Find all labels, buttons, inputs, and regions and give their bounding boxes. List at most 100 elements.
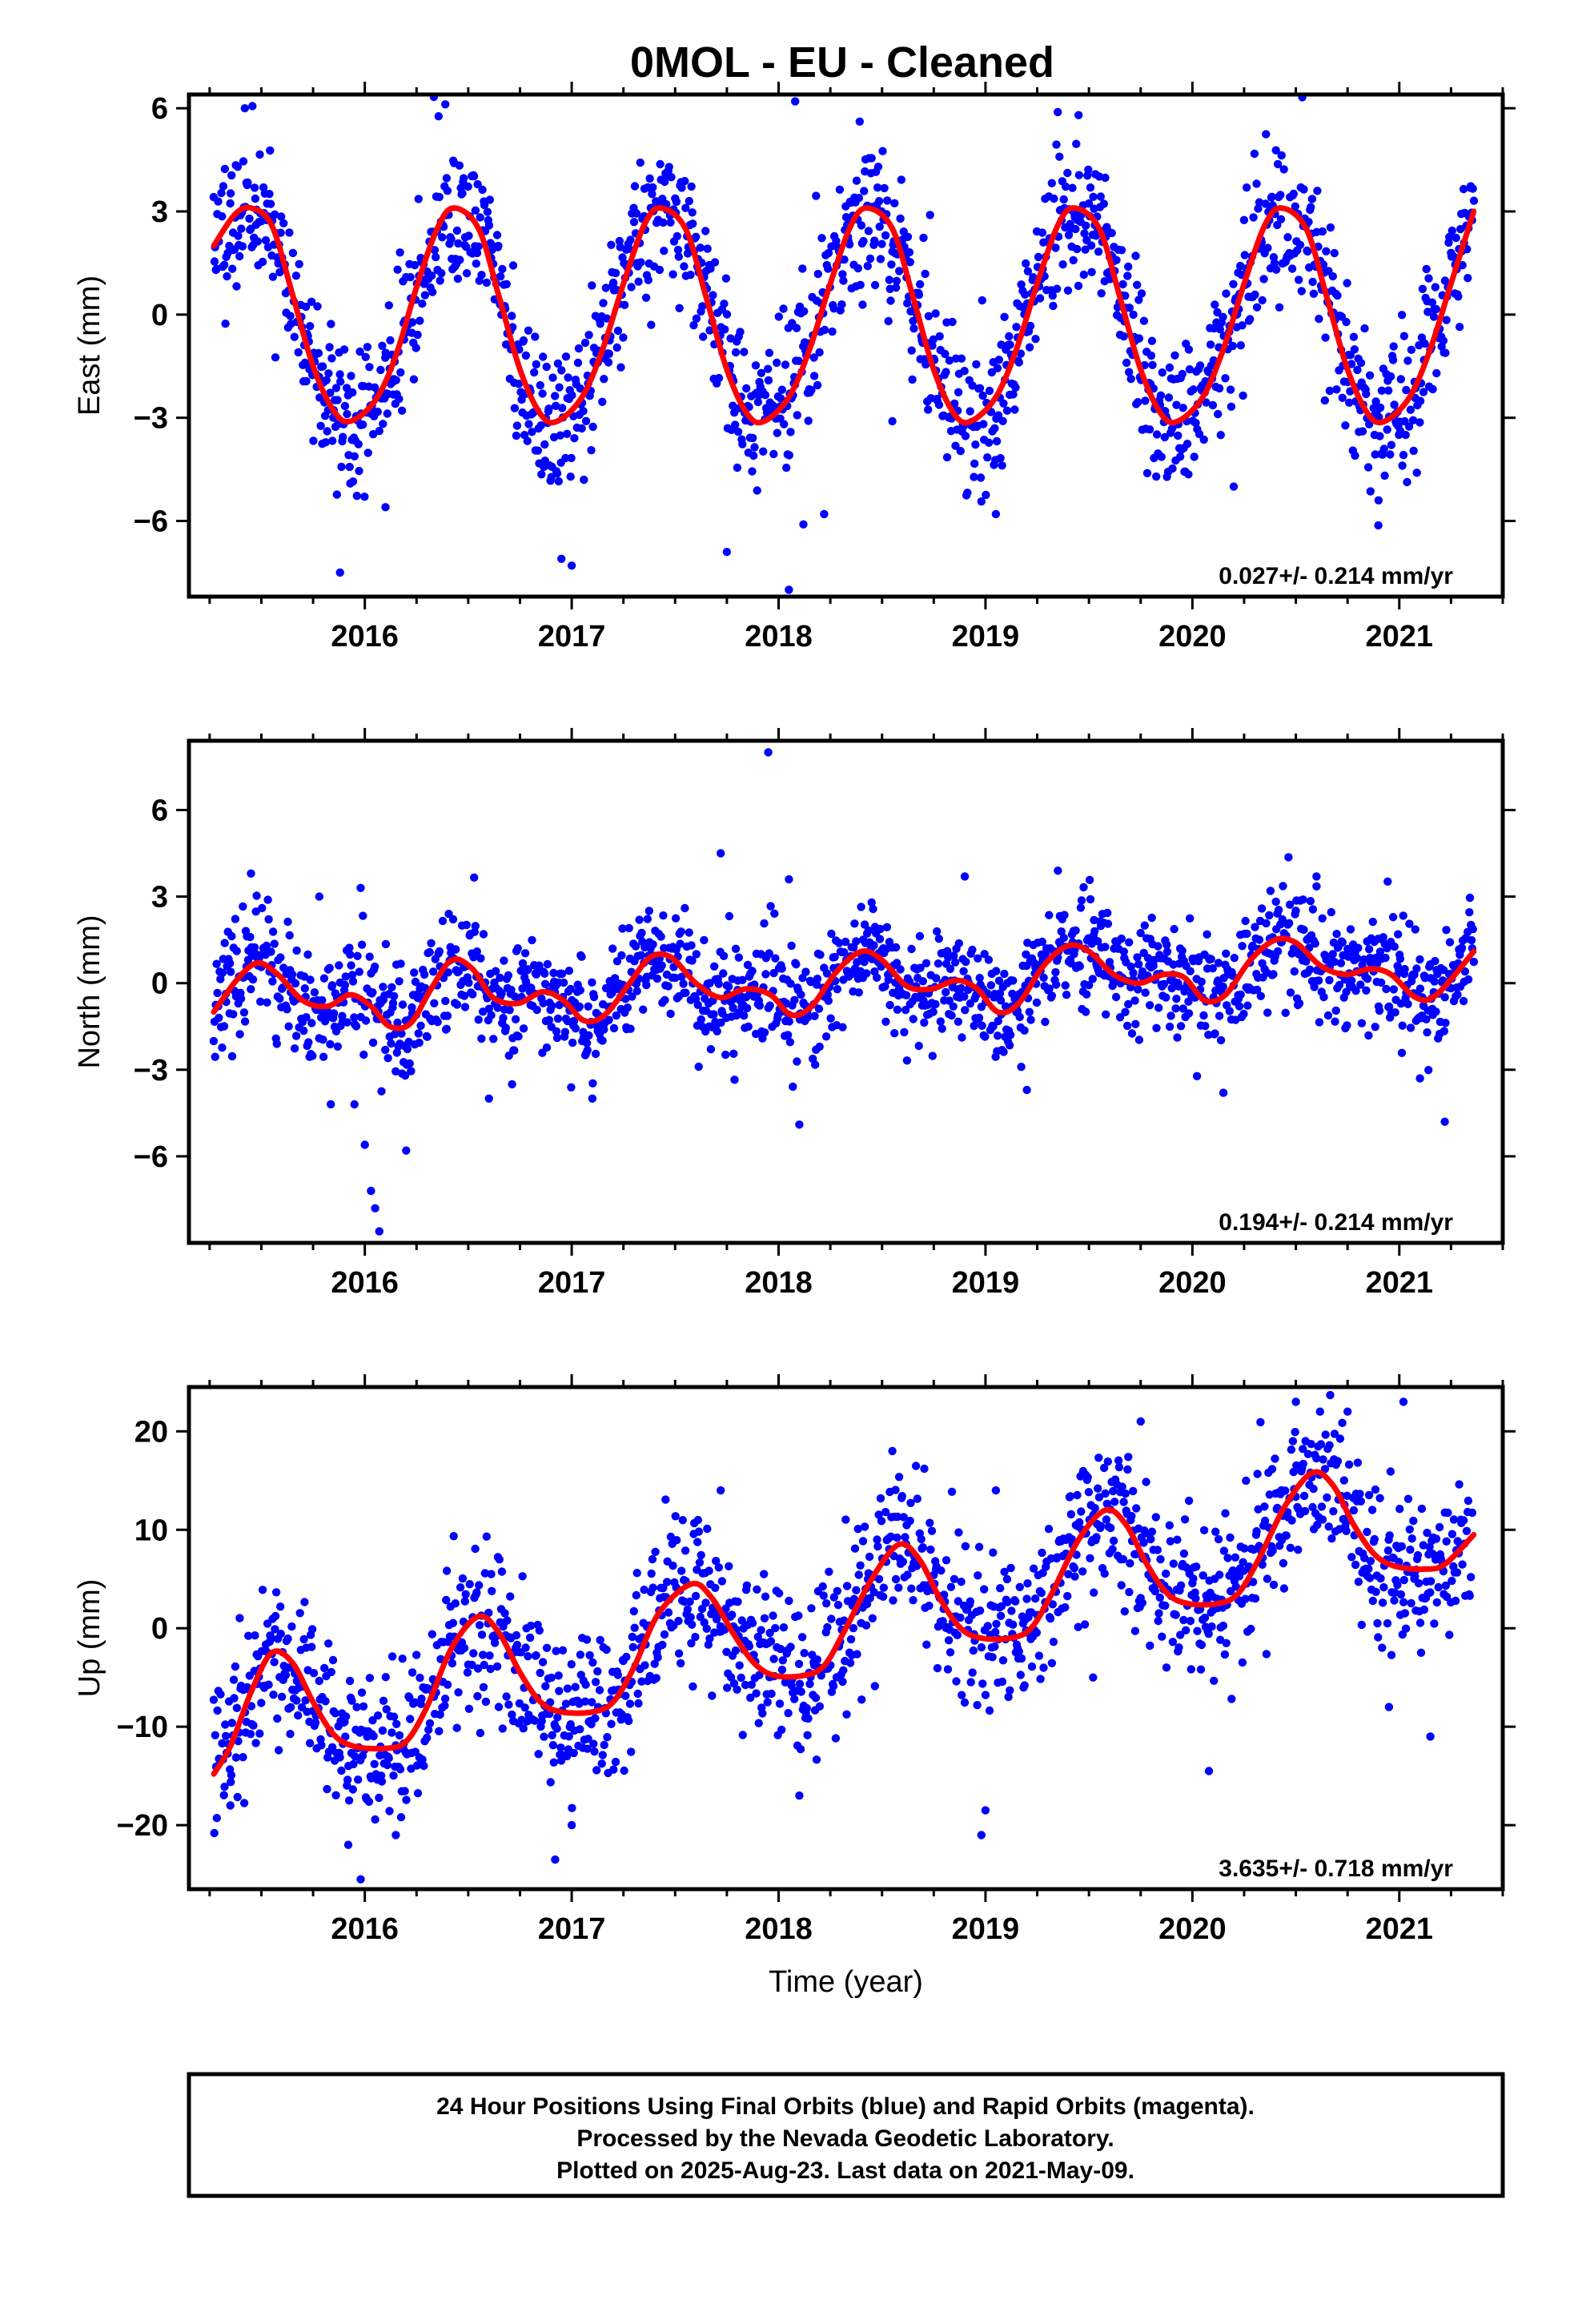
data-point (990, 1642, 999, 1651)
data-point (651, 1547, 660, 1557)
data-point (691, 1591, 701, 1601)
data-point (359, 911, 367, 920)
data-point (1191, 1594, 1200, 1603)
data-point (921, 959, 931, 968)
data-point (831, 1734, 841, 1743)
outlier-point (785, 875, 793, 884)
data-point (428, 271, 436, 280)
data-point (1162, 940, 1171, 950)
data-point (810, 1011, 819, 1021)
data-point (703, 1524, 712, 1534)
data-point (689, 219, 697, 228)
data-point (1468, 1508, 1477, 1518)
data-point (537, 470, 546, 479)
data-point (479, 1683, 488, 1691)
data-point (1239, 1009, 1248, 1019)
data-point (1469, 957, 1479, 967)
data-point (942, 368, 950, 376)
data-point (1123, 271, 1132, 280)
data-point (571, 1024, 580, 1033)
data-point (1174, 1643, 1183, 1652)
data-point (518, 1572, 527, 1581)
data-point (244, 1631, 253, 1640)
y-tick-label: 6 (151, 794, 168, 827)
data-point (925, 1601, 934, 1610)
data-point (408, 318, 417, 327)
data-point (540, 440, 549, 449)
data-point (1465, 908, 1474, 917)
data-point (1117, 934, 1126, 943)
data-point (1449, 252, 1458, 261)
data-point (830, 952, 839, 962)
data-point (1424, 274, 1433, 283)
data-point (644, 275, 652, 284)
data-point (311, 1718, 320, 1727)
data-point (686, 1613, 695, 1622)
data-point (396, 1765, 405, 1774)
data-point (1154, 942, 1162, 951)
data-point (1336, 959, 1346, 967)
x-tick-label: 2018 (745, 1266, 813, 1300)
data-point (1440, 993, 1449, 1002)
data-point (1165, 363, 1174, 372)
data-point (698, 302, 707, 311)
data-point (1367, 1506, 1377, 1514)
data-point (552, 1033, 562, 1043)
data-point (875, 935, 885, 943)
data-point (1235, 1002, 1244, 1011)
data-point (524, 965, 532, 974)
data-point (1263, 243, 1272, 252)
data-point (860, 187, 869, 195)
data-point (1363, 975, 1372, 983)
data-point (785, 1017, 793, 1026)
outlier-point (367, 1186, 375, 1196)
data-point (886, 296, 895, 305)
data-point (909, 324, 918, 333)
data-point (1371, 1587, 1380, 1597)
data-point (555, 1000, 564, 1010)
data-point (1276, 215, 1286, 223)
data-point (1077, 1507, 1086, 1516)
data-point (1271, 146, 1280, 155)
data-point (577, 952, 586, 961)
data-point (1117, 1581, 1126, 1590)
data-point (1097, 289, 1106, 298)
data-point (567, 1660, 576, 1669)
data-point (1195, 361, 1205, 370)
data-point (908, 375, 917, 384)
data-point (396, 368, 405, 377)
x-tick-label: 2018 (745, 620, 813, 653)
data-point (754, 1719, 763, 1727)
data-point (243, 178, 252, 187)
data-point (627, 283, 636, 292)
data-point (1176, 1022, 1186, 1031)
data-point (355, 967, 363, 976)
data-point (891, 1486, 900, 1494)
data-point (659, 218, 668, 227)
data-point (770, 909, 779, 919)
data-point (1307, 203, 1315, 211)
data-point (359, 1050, 368, 1059)
data-point (759, 447, 768, 456)
data-point (1415, 418, 1424, 427)
y-tick-label: 10 (135, 1514, 168, 1547)
data-point (1190, 452, 1199, 461)
outlier-point (799, 520, 808, 529)
data-point (1358, 427, 1367, 436)
data-point (719, 951, 729, 961)
data-point (1289, 1467, 1298, 1477)
data-point (852, 176, 861, 185)
data-point (1133, 280, 1142, 289)
data-point (227, 1778, 235, 1787)
data-point (617, 951, 626, 960)
data-point (608, 944, 617, 953)
data-point (1103, 1457, 1113, 1466)
data-point (790, 1695, 799, 1703)
data-point (1044, 1525, 1054, 1534)
data-point (675, 304, 684, 312)
data-point (1184, 345, 1194, 354)
data-point (345, 943, 354, 952)
data-point (569, 1748, 578, 1758)
data-point (822, 969, 832, 978)
data-point (1099, 199, 1109, 208)
